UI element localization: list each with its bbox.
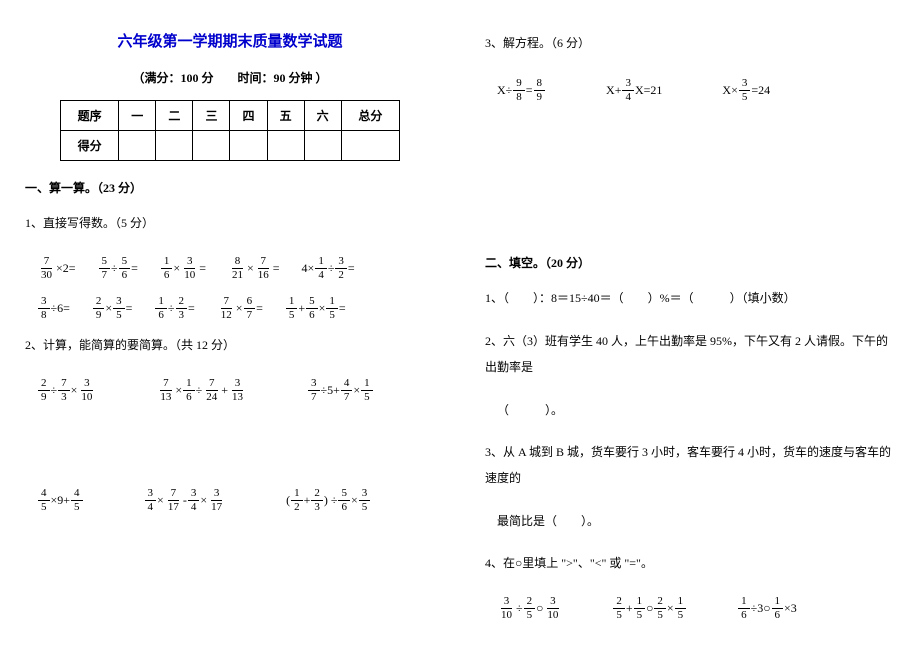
table-row: 题序 一 二 三 四 五 六 总分	[61, 101, 400, 131]
left-column: 六年级第一学期期末质量数学试题 （满分：100 分 时间：90 分钟 ） 题序 …	[0, 0, 460, 650]
q4-row: 310÷25○310 25+15○25×15 16÷3○16×3	[497, 593, 895, 625]
math-expr: 821×716=	[228, 252, 280, 284]
page-subtitle: （满分：100 分 时间：90 分钟 ）	[25, 69, 435, 86]
math-expr: 29×35=	[92, 292, 133, 324]
td	[341, 131, 399, 161]
q2-line: 2、计算，能简算的要简算。（共 12 分）	[25, 332, 435, 358]
math-expr: 16×310=	[160, 252, 206, 284]
th: 四	[230, 101, 267, 131]
eq-row: X÷98=89 X+34X=21 X×35=24	[497, 74, 895, 106]
td	[119, 131, 156, 161]
math-expr: 310÷25○310	[497, 593, 562, 625]
section-2-head: 二、填空。（20 分）	[485, 254, 895, 271]
math-expr: (12+23) ÷56×35	[286, 485, 371, 517]
right-column: 3、解方程。（6 分） X÷98=89 X+34X=21 X×35=24 二、填空。…	[460, 0, 920, 650]
th: 一	[119, 101, 156, 131]
math-expr: 730×2=	[37, 252, 76, 284]
math-expr: 16÷23=	[154, 292, 194, 324]
table-row: 得分	[61, 131, 400, 161]
math-expr: X÷98=89	[497, 74, 546, 106]
math-expr: 45×9+45	[37, 485, 84, 517]
section-1-head: 一、算一算。（23 分）	[25, 179, 435, 196]
calc-row-2: 38÷6= 29×35= 16÷23= 712×67= 15+56×15=	[37, 292, 435, 324]
td: 得分	[61, 131, 119, 161]
math-expr: 16÷3○16×3	[737, 593, 797, 625]
q3-head: 3、解方程。（6 分）	[485, 30, 895, 56]
page-title: 六年级第一学期期末质量数学试题	[25, 30, 435, 51]
th: 六	[304, 101, 341, 131]
fill-q4: 4、在○里填上 ">"、"<" 或 "="。	[485, 550, 895, 576]
calc-row-1: 730×2= 57÷56= 16×310= 821×716= 4×14÷32=	[37, 252, 435, 284]
calc2-row-1: 29÷73×310 713×16÷724+313 37÷5+47×15	[37, 375, 435, 407]
math-expr: 29÷73×310	[37, 375, 96, 407]
calc2-row-2: 45×9+45 34×717-34×317 (12+23) ÷56×35	[37, 485, 435, 517]
fill-q1: 1、（ ）：8＝15÷40＝（ ）%＝（ ）（填小数）	[485, 285, 895, 311]
th: 题序	[61, 101, 119, 131]
q1-line: 1、直接写得数。（5 分）	[25, 210, 435, 236]
th: 二	[156, 101, 193, 131]
td	[156, 131, 193, 161]
math-expr: 712×67=	[217, 292, 263, 324]
fill-q3a: 3、从 A 城到 B 城，货车要行 3 小时，客车要行 4 小时，货车的速度与客…	[485, 439, 895, 492]
th: 三	[193, 101, 230, 131]
math-expr: 25+15○25×15	[612, 593, 687, 625]
math-expr: X×35=24	[722, 74, 770, 106]
score-table: 题序 一 二 三 四 五 六 总分 得分	[60, 100, 400, 161]
td	[304, 131, 341, 161]
math-expr: 37÷5+47×15	[307, 375, 374, 407]
td	[230, 131, 267, 161]
math-expr: 713×16÷724+313	[156, 375, 247, 407]
th: 总分	[341, 101, 399, 131]
th: 五	[267, 101, 304, 131]
math-expr: 4×14÷32=	[302, 252, 355, 284]
td	[193, 131, 230, 161]
fill-q2a: 2、六（3）班有学生 40 人，上午出勤率是 95%，下午又有 2 人请假。下午…	[485, 328, 895, 381]
fill-q2b: （ ）。	[497, 397, 895, 423]
fill-q3b: 最简比是（ ）。	[497, 508, 895, 534]
math-expr: 15+56×15=	[285, 292, 346, 324]
math-expr: 57÷56=	[98, 252, 138, 284]
td	[267, 131, 304, 161]
math-expr: 34×717-34×317	[144, 485, 227, 517]
math-expr: 38÷6=	[37, 292, 70, 324]
math-expr: X+34X=21	[606, 74, 662, 106]
